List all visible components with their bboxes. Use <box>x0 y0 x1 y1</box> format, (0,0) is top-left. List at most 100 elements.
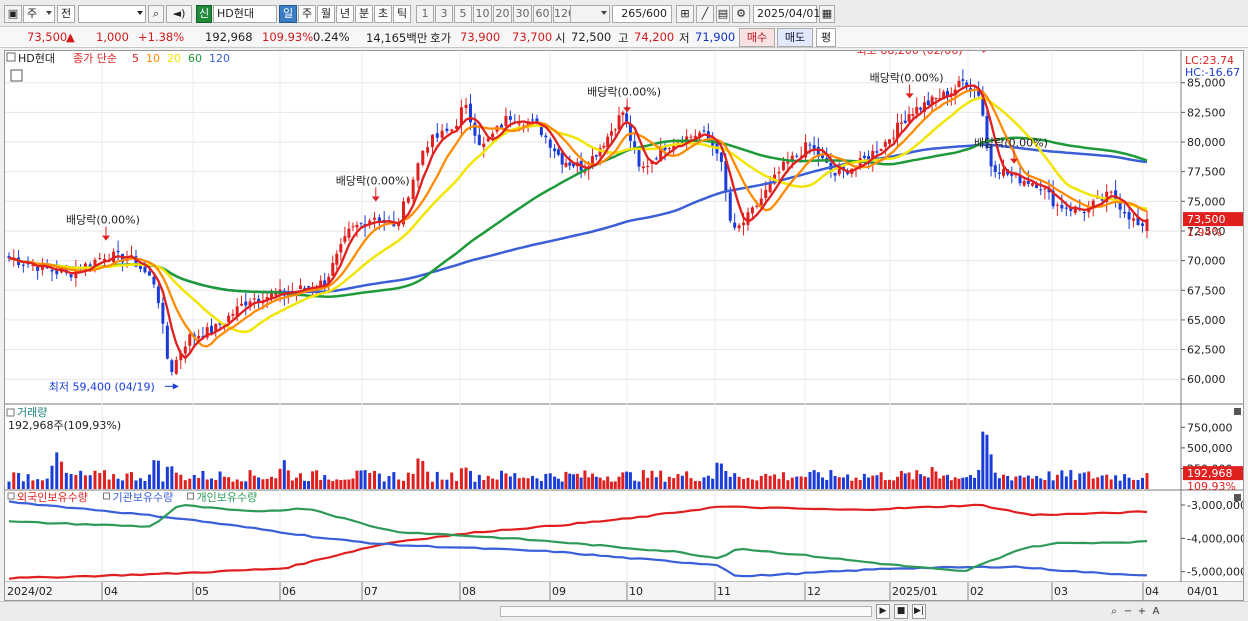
volume-bar <box>1018 475 1022 489</box>
candle <box>879 148 883 152</box>
y-tick-label: 72,500 <box>1187 225 1226 238</box>
volume-bar <box>579 477 583 489</box>
font-size-icon[interactable]: A <box>1152 606 1160 617</box>
play-icon[interactable]: ▶ <box>876 604 890 619</box>
candle <box>205 327 209 338</box>
number-tab[interactable]: 10 <box>473 5 492 23</box>
name-field[interactable]: HD현대 <box>213 5 277 23</box>
candle <box>746 212 750 225</box>
number-tab[interactable]: 30 <box>513 5 532 23</box>
candle <box>214 324 218 333</box>
chart-svg[interactable]: 85,000 82,500 80,000 77,500 75,000 72,500 70,0… <box>5 51 1243 600</box>
candle <box>36 266 40 271</box>
interval-tab[interactable]: 년 <box>336 5 354 23</box>
eval-button[interactable]: 평 <box>816 28 836 47</box>
interval-tab[interactable]: 주 <box>298 5 316 23</box>
candle <box>654 158 658 160</box>
candle <box>981 94 985 116</box>
x-tick-label: 04/01 <box>1187 585 1219 598</box>
legend-toggle[interactable] <box>6 52 16 62</box>
panel-close-icon[interactable] <box>1234 494 1241 501</box>
zoom-icon[interactable]: ⌕ <box>1111 606 1117 617</box>
volume-bar <box>883 480 887 489</box>
candle <box>942 91 946 100</box>
candle <box>672 145 676 149</box>
sell-button[interactable]: 매도 <box>777 28 813 47</box>
volume-bar <box>945 474 949 489</box>
number-tab[interactable]: 60 <box>533 5 552 23</box>
panel-close-icon[interactable] <box>1234 408 1241 415</box>
volume-bar <box>942 475 946 489</box>
candle <box>343 236 347 242</box>
y-tick-label: 750,000 <box>1187 421 1233 434</box>
candle <box>583 171 587 173</box>
volume: 192,968 <box>205 30 253 44</box>
volume-bar <box>938 478 942 489</box>
zoom-in-icon[interactable]: + <box>1137 606 1147 617</box>
volume-bar <box>531 475 535 489</box>
number-tab[interactable]: 20 <box>493 5 512 23</box>
volume-bar <box>517 478 521 489</box>
chart-area[interactable]: 85,000 82,500 80,000 77,500 75,000 72,500 70,0… <box>4 50 1244 601</box>
search-icon[interactable]: ⌕ <box>148 5 164 23</box>
number-tab[interactable]: 3 <box>435 5 453 23</box>
number-tab[interactable]: 5 <box>454 5 472 23</box>
count-dropdown[interactable] <box>570 5 610 23</box>
speaker-icon[interactable]: ◄) <box>166 5 192 23</box>
candle <box>377 217 381 222</box>
stop-icon[interactable]: ■ <box>894 604 908 619</box>
volume-bar <box>331 481 335 489</box>
series-toggle[interactable] <box>187 492 194 500</box>
y-tick-label: 70,000 <box>1187 255 1226 268</box>
dividend-annotation: 배당락(0.00%) <box>587 85 661 98</box>
volume-bar <box>210 478 213 489</box>
volume-bar <box>103 470 107 489</box>
interval-tab[interactable]: 틱 <box>393 5 411 23</box>
forward-icon[interactable]: ▶| <box>912 604 926 619</box>
candle <box>719 152 723 162</box>
count-field[interactable]: 265/600 <box>612 5 672 23</box>
interval-tab[interactable]: 분 <box>355 5 373 23</box>
candle <box>625 113 629 122</box>
calendar-icon[interactable]: ▦ <box>819 5 835 23</box>
code-input[interactable]: 267250 <box>78 5 146 23</box>
prev-button[interactable]: 전 <box>57 5 75 23</box>
series-toggle[interactable] <box>103 492 110 500</box>
x-tick-label: 04 <box>1145 585 1159 598</box>
scrollbar[interactable] <box>500 606 872 617</box>
window-icon[interactable]: ▣ <box>4 5 22 23</box>
volume-bar <box>934 471 938 489</box>
candle <box>445 128 449 131</box>
volume-bar <box>846 474 850 489</box>
volume-toggle[interactable] <box>6 408 15 417</box>
date-field[interactable]: 2025/04/01 <box>753 5 820 23</box>
series-toggle[interactable] <box>7 492 15 500</box>
interval-tab[interactable]: 초 <box>374 5 392 23</box>
volume-bar <box>641 470 645 489</box>
candle <box>7 255 11 259</box>
interval-tab[interactable]: 일 <box>279 5 297 23</box>
count-value: 265 <box>621 7 643 20</box>
line-type-icon[interactable]: ╱ <box>696 5 714 23</box>
interval-tab[interactable]: 월 <box>317 5 335 23</box>
volume-bar <box>257 477 261 489</box>
volume-bar <box>183 480 187 489</box>
volume-bar <box>915 470 919 489</box>
candle <box>339 244 343 253</box>
volume-bar <box>286 470 290 489</box>
low-label: 저 <box>679 31 690 45</box>
volume-bar <box>825 479 829 489</box>
save-icon[interactable]: ▤ <box>716 5 730 23</box>
volume-bar <box>560 481 564 489</box>
zoom-out-icon[interactable]: − <box>1123 606 1133 617</box>
candle-type-icon[interactable]: ⊞ <box>676 5 694 23</box>
buy-button[interactable]: 매수 <box>739 28 775 47</box>
candle <box>777 172 781 174</box>
period-select[interactable]: 주 <box>23 5 55 23</box>
candle <box>179 353 183 361</box>
number-tab[interactable]: 1 <box>416 5 434 23</box>
number-tab[interactable]: 120 <box>553 5 575 23</box>
gear-icon[interactable]: ⚙ <box>732 5 750 23</box>
grid-toggle-icon[interactable] <box>10 69 23 82</box>
candle <box>406 197 410 203</box>
